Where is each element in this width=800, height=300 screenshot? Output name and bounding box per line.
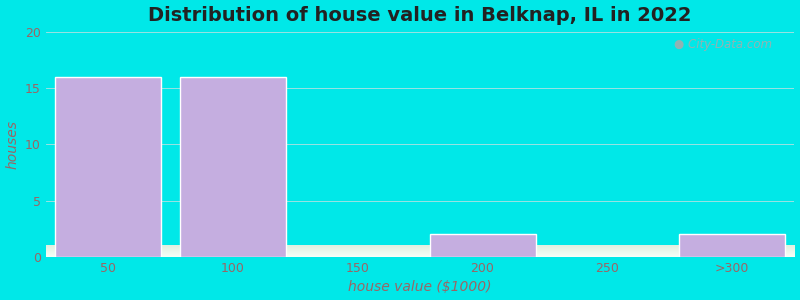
- Bar: [679, 235, 785, 257]
- Title: Distribution of house value in Belknap, IL in 2022: Distribution of house value in Belknap, …: [148, 6, 692, 25]
- X-axis label: house value ($1000): house value ($1000): [348, 280, 492, 294]
- Bar: [55, 77, 162, 257]
- Bar: [180, 77, 286, 257]
- Y-axis label: houses: houses: [6, 120, 19, 169]
- Text: ● City-Data.com: ● City-Data.com: [674, 38, 772, 51]
- Bar: [430, 235, 535, 257]
